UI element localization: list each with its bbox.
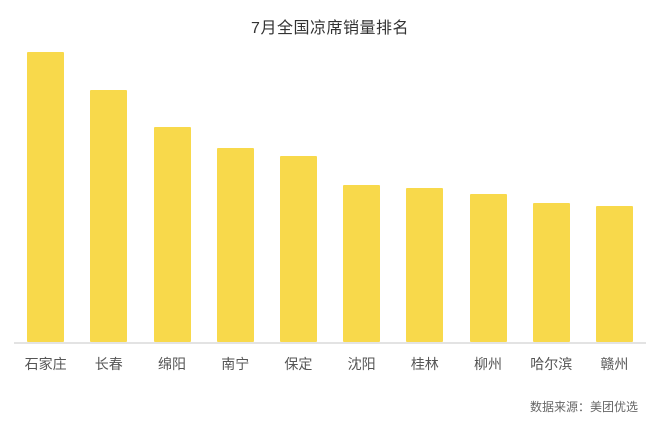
bar-column <box>204 52 267 342</box>
plot-area <box>14 52 646 344</box>
category-label: 石家庄 <box>24 356 67 372</box>
category-label: 哈尔滨 <box>530 356 573 372</box>
bar-column <box>393 52 456 342</box>
bar <box>595 205 633 342</box>
category-label: 沈阳 <box>347 356 376 372</box>
bar-column <box>456 52 519 342</box>
category-label: 长春 <box>94 356 123 372</box>
category-label: 南宁 <box>221 356 250 372</box>
bar-column <box>140 52 203 342</box>
bar-column <box>14 52 77 342</box>
bar <box>279 156 317 342</box>
category-label: 绵阳 <box>158 356 186 372</box>
bar-column <box>330 52 393 342</box>
category-label: 赣州 <box>600 356 629 372</box>
category-label: 保定 <box>284 356 313 372</box>
data-source-note: 数据来源：美团优选 <box>529 400 638 414</box>
category-label: 柳州 <box>474 356 503 372</box>
bar-column <box>520 52 583 342</box>
bar <box>153 127 191 342</box>
chart-title: 7月全国凉席销量排名 <box>251 20 409 37</box>
bar <box>406 188 444 342</box>
bar <box>90 89 128 342</box>
category-label: 桂林 <box>410 356 439 372</box>
bar <box>469 194 507 342</box>
x-axis-labels: 石家庄 长春 绵阳 南宁 保定 沈阳 桂林 柳州 哈尔滨 赣州 <box>14 344 646 374</box>
bar-column <box>267 52 330 342</box>
bar <box>343 185 381 342</box>
bar <box>532 202 570 342</box>
bar <box>27 52 65 342</box>
bar-column <box>583 52 646 342</box>
bar <box>216 147 254 342</box>
bar-column <box>77 52 140 342</box>
